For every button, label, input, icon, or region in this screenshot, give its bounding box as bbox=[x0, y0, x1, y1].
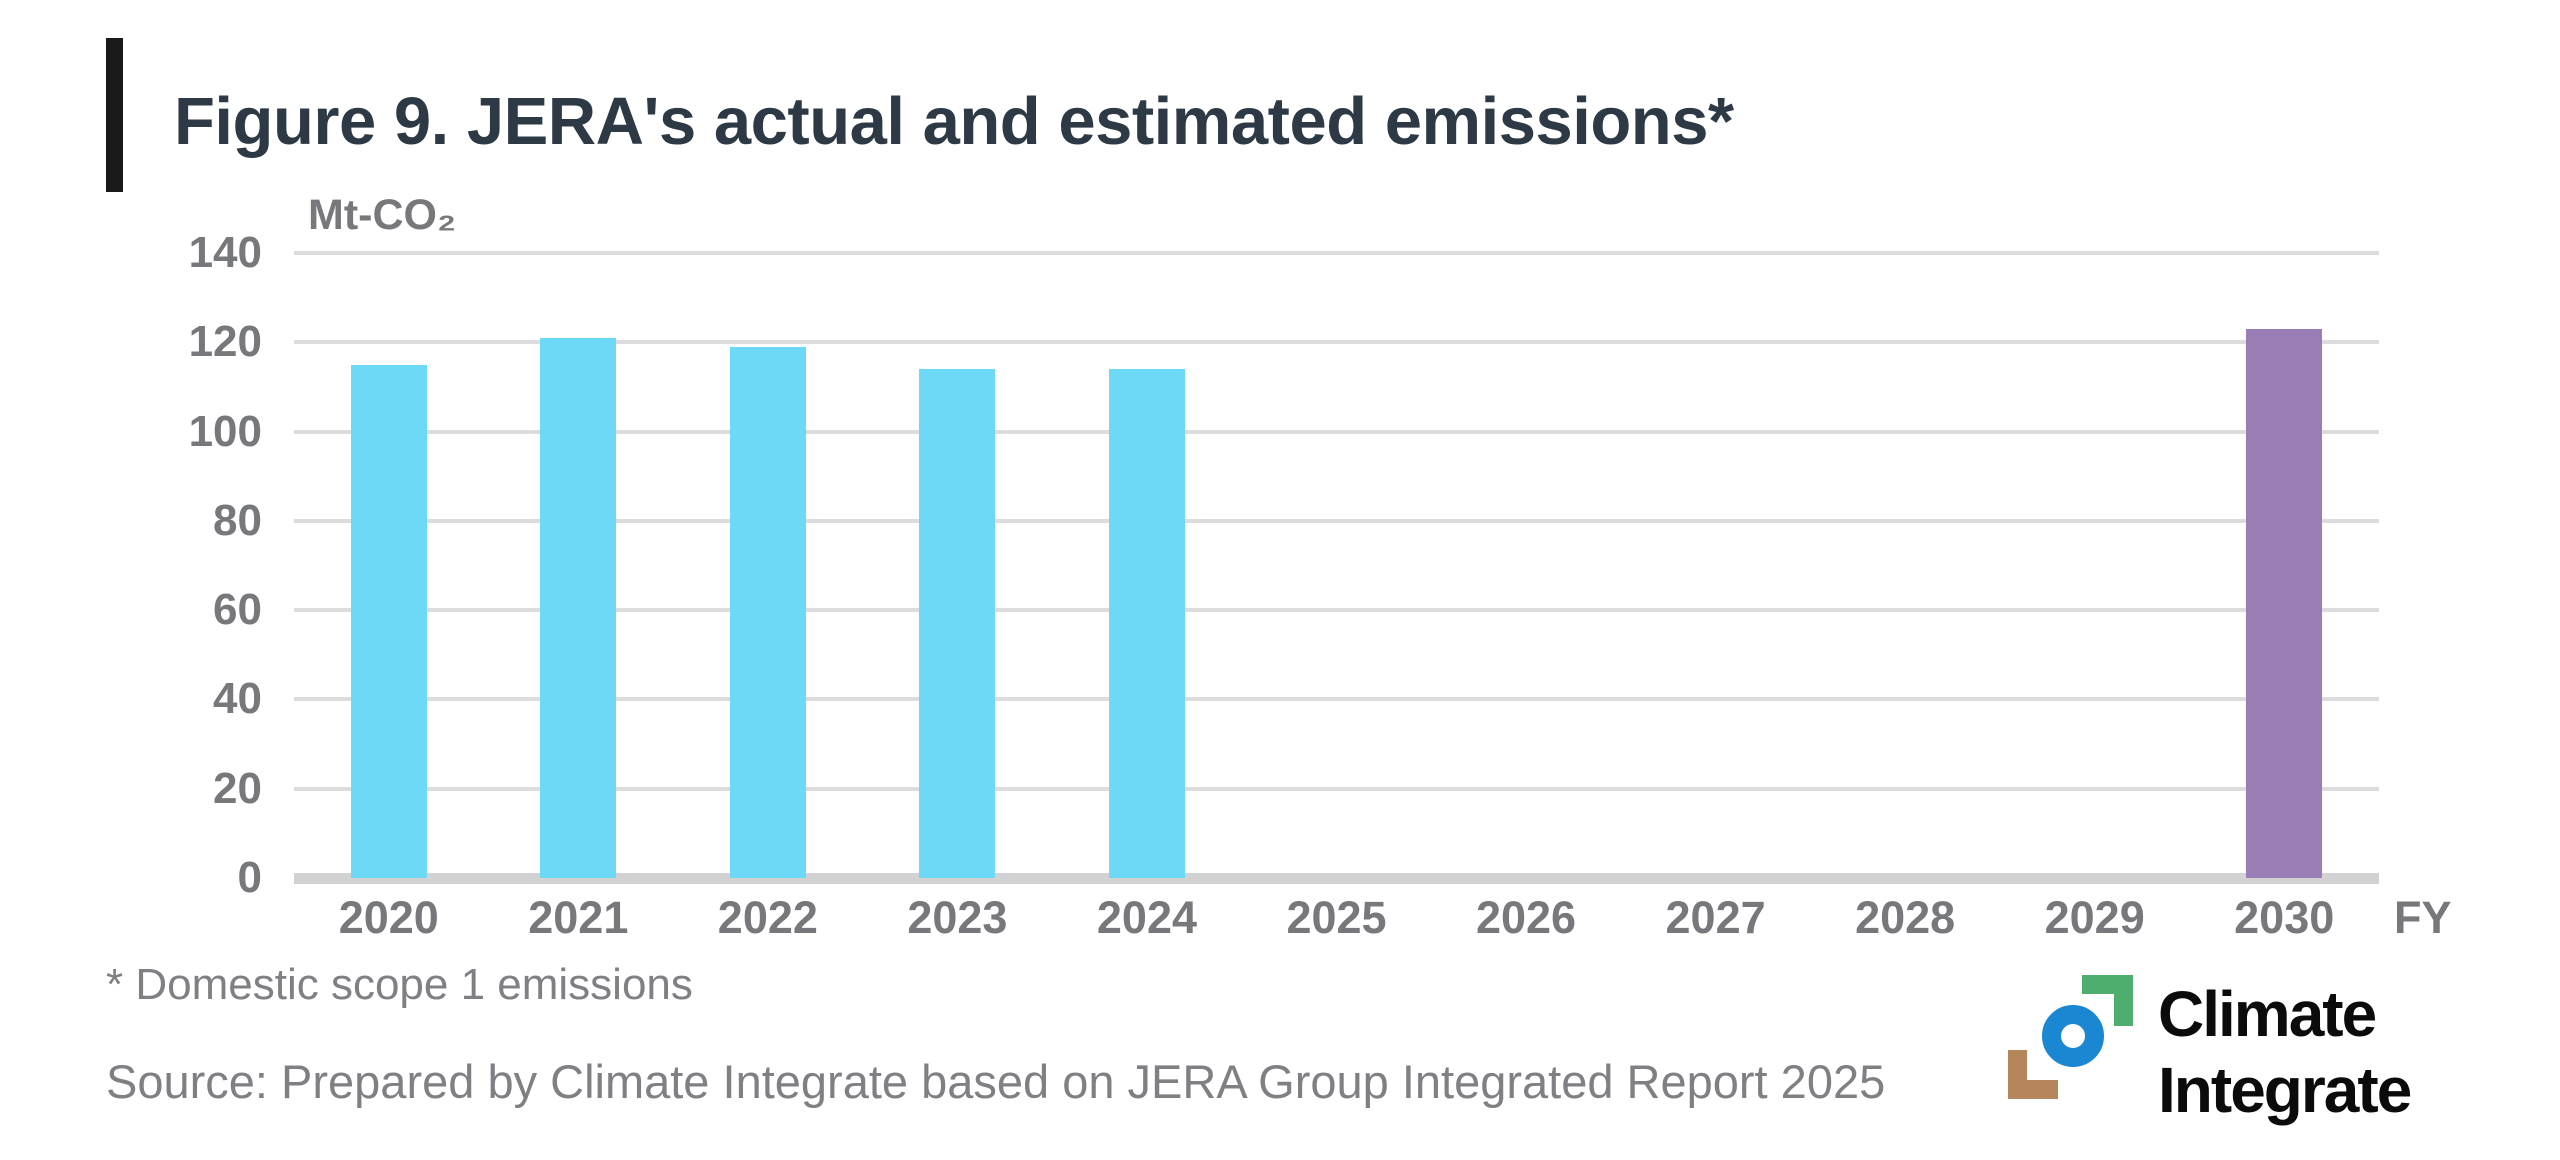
title-accent-bar bbox=[106, 38, 123, 192]
y-axis: 140 120 100 80 60 40 20 0 bbox=[100, 228, 262, 902]
y-tick-label-140: 140 bbox=[188, 228, 262, 277]
footnote: * Domestic scope 1 emissions bbox=[106, 960, 693, 1009]
x-axis-suffix-label: FY bbox=[2394, 892, 2452, 943]
gridline-60 bbox=[294, 608, 2379, 613]
x-tick-label-2030: 2030 bbox=[2234, 892, 2335, 943]
gridline-80 bbox=[294, 518, 2379, 523]
bar-2023 bbox=[919, 369, 996, 878]
x-tick-label-2029: 2029 bbox=[2044, 892, 2145, 943]
y-tick-label-120: 120 bbox=[188, 317, 262, 367]
logo-text-line2: Integrate bbox=[2158, 1054, 2412, 1126]
gridline-120 bbox=[294, 340, 2379, 345]
x-axis-line bbox=[294, 872, 2379, 884]
bar-2024 bbox=[1108, 369, 1185, 878]
y-tick-label-100: 100 bbox=[188, 406, 262, 456]
y-tick-label-20: 20 bbox=[213, 763, 262, 813]
x-tick-label-2025: 2025 bbox=[1286, 892, 1387, 943]
logo-blue-ring-icon bbox=[2042, 1005, 2104, 1067]
plot-area bbox=[294, 251, 2379, 884]
y-tick-label-60: 60 bbox=[213, 585, 262, 635]
x-tick-label-2027: 2027 bbox=[1665, 892, 1766, 943]
figure-title: Figure 9. JERA's actual and estimated em… bbox=[174, 84, 1734, 159]
x-tick-label-2021: 2021 bbox=[528, 892, 629, 943]
logo-brown-corner-icon bbox=[2008, 1050, 2058, 1099]
logo-green-corner-icon bbox=[2082, 975, 2133, 1026]
x-tick-label-2022: 2022 bbox=[717, 892, 818, 943]
logo-text-line1: Climate bbox=[2158, 978, 2377, 1050]
x-tick-label-2024: 2024 bbox=[1096, 892, 1197, 943]
x-axis: 2020 2021 2022 2023 2024 2025 2026 2027 2028 2029… bbox=[294, 890, 2379, 950]
bar-2030 bbox=[2246, 328, 2323, 878]
gridline-140 bbox=[294, 251, 2379, 255]
y-tick-label-80: 80 bbox=[213, 495, 262, 545]
bar-2022 bbox=[729, 346, 806, 878]
y-tick-label-0: 0 bbox=[237, 853, 262, 902]
climate-integrate-logo-icon bbox=[2008, 975, 2133, 1099]
x-tick-label-2026: 2026 bbox=[1475, 892, 1577, 943]
gridline-40 bbox=[294, 697, 2379, 702]
y-axis-unit-label: Mt-CO₂ bbox=[308, 191, 457, 239]
y-tick-label-40: 40 bbox=[213, 674, 262, 724]
gridline-100 bbox=[294, 429, 2379, 434]
x-tick-label-2020: 2020 bbox=[338, 892, 439, 943]
x-tick-label-2028: 2028 bbox=[1855, 892, 1956, 943]
gridline-20 bbox=[294, 786, 2379, 791]
climate-integrate-logo-text: Climate Integrate bbox=[2158, 976, 2412, 1128]
source-line: Source: Prepared by Climate Integrate ba… bbox=[106, 1055, 1886, 1108]
bar-2021 bbox=[540, 337, 617, 878]
x-tick-label-2023: 2023 bbox=[907, 892, 1008, 943]
bar-2020 bbox=[350, 364, 427, 878]
